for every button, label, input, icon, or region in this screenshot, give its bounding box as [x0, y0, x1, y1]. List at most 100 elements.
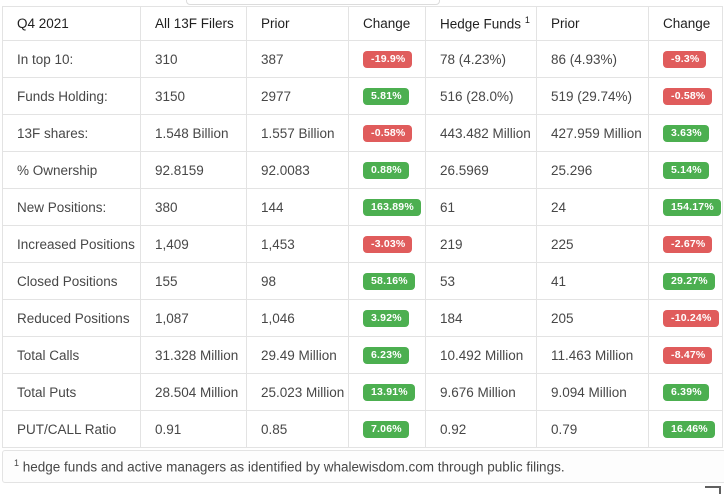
- col-header-change-all: Change: [348, 6, 426, 41]
- 13f-holdings-table: Q4 2021 All 13F Filers Prior Change Hedg…: [2, 6, 723, 448]
- hf-change-cell: 5.14%: [648, 151, 723, 189]
- all-change-cell: 5.81%: [348, 77, 426, 115]
- all-change-cell: 13.91%: [348, 373, 426, 411]
- hf-change-cell: -8.47%: [648, 336, 723, 374]
- row-label: New Positions:: [2, 188, 141, 226]
- all-change-badge: 13.91%: [363, 384, 415, 401]
- all-change-cell: -3.03%: [348, 225, 426, 263]
- all-prior-value: 25.023 Million: [246, 373, 349, 411]
- all-prior-value: 29.49 Million: [246, 336, 349, 374]
- all-change-cell: -19.9%: [348, 40, 426, 78]
- all-change-badge: 5.81%: [363, 88, 409, 105]
- all-change-badge: -0.58%: [363, 125, 413, 142]
- table-row: Increased Positions 1,409 1,453 -3.03% 2…: [2, 225, 723, 263]
- col-header-all-13f-filers: All 13F Filers: [140, 6, 247, 41]
- hedge-funds-value: 184: [425, 299, 537, 337]
- all-change-badge: 58.16%: [363, 273, 415, 290]
- row-label: Increased Positions: [2, 225, 141, 263]
- row-label: % Ownership: [2, 151, 141, 189]
- table-row: New Positions: 380 144 163.89% 61 24 154…: [2, 188, 723, 226]
- table-row: In top 10: 310 387 -19.9% 78 (4.23%) 86 …: [2, 40, 723, 78]
- hedge-funds-value: 78 (4.23%): [425, 40, 537, 78]
- hf-change-badge: 6.39%: [663, 384, 709, 401]
- table-row: Closed Positions 155 98 58.16% 53 41 29.…: [2, 262, 723, 300]
- all-prior-value: 2977: [246, 77, 349, 115]
- all-change-badge: 7.06%: [363, 421, 409, 438]
- all-change-badge: 3.92%: [363, 310, 409, 327]
- hf-change-cell: 3.63%: [648, 114, 723, 152]
- all-change-cell: 163.89%: [348, 188, 426, 226]
- row-label: PUT/CALL Ratio: [2, 410, 141, 448]
- hf-change-cell: 154.17%: [648, 188, 723, 226]
- hf-change-badge: 16.46%: [663, 421, 715, 438]
- hf-change-cell: 29.27%: [648, 262, 723, 300]
- hedge-funds-value: 61: [425, 188, 537, 226]
- all-change-badge: 163.89%: [363, 199, 421, 216]
- table-row: % Ownership 92.8159 92.0083 0.88% 26.596…: [2, 151, 723, 189]
- all-filers-value: 1,409: [140, 225, 247, 263]
- all-prior-value: 1.557 Billion: [246, 114, 349, 152]
- hf-change-badge: 3.63%: [663, 125, 709, 142]
- hf-change-cell: -9.3%: [648, 40, 723, 78]
- row-label: Reduced Positions: [2, 299, 141, 337]
- all-prior-value: 98: [246, 262, 349, 300]
- hf-change-badge: 154.17%: [663, 199, 721, 216]
- hf-change-badge: -2.67%: [663, 236, 713, 253]
- all-change-cell: 7.06%: [348, 410, 426, 448]
- all-prior-value: 1,453: [246, 225, 349, 263]
- all-change-cell: 6.23%: [348, 336, 426, 374]
- hedge-funds-value: 26.5969: [425, 151, 537, 189]
- all-filers-value: 92.8159: [140, 151, 247, 189]
- all-change-cell: 3.92%: [348, 299, 426, 337]
- hf-change-badge: -0.58%: [663, 88, 713, 105]
- col-header-hedge-funds: Hedge Funds 1: [425, 6, 537, 41]
- all-change-badge: 6.23%: [363, 347, 409, 364]
- table-row: Total Calls 31.328 Million 29.49 Million…: [2, 336, 723, 374]
- footnote-marker: 1: [14, 458, 20, 468]
- all-filers-value: 31.328 Million: [140, 336, 247, 374]
- hf-prior-value: 25.296: [536, 151, 649, 189]
- hf-prior-value: 0.79: [536, 410, 649, 448]
- resize-handle-icon[interactable]: [705, 486, 721, 494]
- table-row: Funds Holding: 3150 2977 5.81% 516 (28.0…: [2, 77, 723, 115]
- hf-prior-value: 9.094 Million: [536, 373, 649, 411]
- footnote-text: hedge funds and active managers as ident…: [19, 459, 565, 475]
- all-filers-value: 310: [140, 40, 247, 78]
- col-header-prior-hf: Prior: [536, 6, 649, 41]
- header-row: Q4 2021 All 13F Filers Prior Change Hedg…: [2, 6, 723, 41]
- all-prior-value: 387: [246, 40, 349, 78]
- all-change-badge: 0.88%: [363, 162, 409, 179]
- row-label: Total Calls: [2, 336, 141, 374]
- hedge-funds-value: 9.676 Million: [425, 373, 537, 411]
- hedge-funds-footnote-marker: 1: [524, 15, 530, 26]
- hedge-funds-value: 516 (28.0%): [425, 77, 537, 115]
- row-label: In top 10:: [2, 40, 141, 78]
- all-filers-value: 0.91: [140, 410, 247, 448]
- row-label: 13F shares:: [2, 114, 141, 152]
- row-label: Total Puts: [2, 373, 141, 411]
- table-row: 13F shares: 1.548 Billion 1.557 Billion …: [2, 114, 723, 152]
- hedge-funds-value: 0.92: [425, 410, 537, 448]
- all-change-badge: -19.9%: [363, 51, 413, 68]
- col-header-prior-all: Prior: [246, 6, 349, 41]
- cutoff-tab-remnant: [186, 0, 440, 5]
- row-label: Closed Positions: [2, 262, 141, 300]
- hf-change-badge: -10.24%: [663, 310, 719, 327]
- row-label: Funds Holding:: [2, 77, 141, 115]
- hedge-funds-value: 10.492 Million: [425, 336, 537, 374]
- table-row: Reduced Positions 1,087 1,046 3.92% 184 …: [2, 299, 723, 337]
- all-prior-value: 1,046: [246, 299, 349, 337]
- hf-change-cell: -0.58%: [648, 77, 723, 115]
- all-change-badge: -3.03%: [363, 236, 413, 253]
- hf-change-cell: 6.39%: [648, 373, 723, 411]
- all-filers-value: 380: [140, 188, 247, 226]
- hf-change-cell: 16.46%: [648, 410, 723, 448]
- hedge-funds-value: 219: [425, 225, 537, 263]
- hf-prior-value: 519 (29.74%): [536, 77, 649, 115]
- all-prior-value: 0.85: [246, 410, 349, 448]
- hedge-funds-value: 53: [425, 262, 537, 300]
- all-prior-value: 144: [246, 188, 349, 226]
- hf-change-badge: -8.47%: [663, 347, 713, 364]
- all-filers-value: 28.504 Million: [140, 373, 247, 411]
